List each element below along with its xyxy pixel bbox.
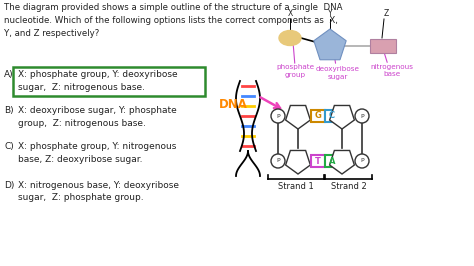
Text: DNA: DNA: [219, 98, 247, 110]
Text: P: P: [360, 159, 364, 164]
Text: Strand 2: Strand 2: [331, 182, 366, 191]
Text: X: phosphate group, Y: deoxyribose
sugar,  Z: nitrogenous base.: X: phosphate group, Y: deoxyribose sugar…: [18, 70, 178, 92]
Polygon shape: [329, 151, 355, 174]
Text: A): A): [4, 70, 14, 79]
Text: X: phosphate group, Y: nitrogenous
base, Z: deoxyribose sugar.: X: phosphate group, Y: nitrogenous base,…: [18, 142, 176, 164]
Polygon shape: [286, 151, 310, 174]
Text: The diagram provided shows a simple outline of the structure of a single  DNA
nu: The diagram provided shows a simple outl…: [4, 3, 343, 38]
Text: deoxyribose
sugar: deoxyribose sugar: [316, 66, 360, 80]
Text: C): C): [4, 142, 14, 151]
FancyBboxPatch shape: [370, 39, 396, 53]
Text: D): D): [4, 181, 14, 190]
Text: P: P: [360, 114, 364, 118]
Text: phosphate
group: phosphate group: [276, 64, 314, 77]
Text: A: A: [329, 156, 335, 165]
Text: Y: Y: [328, 9, 332, 18]
Text: B): B): [4, 106, 14, 115]
Text: Strand 1: Strand 1: [278, 182, 314, 191]
FancyBboxPatch shape: [311, 110, 325, 122]
Text: P: P: [276, 114, 280, 118]
Text: C: C: [329, 111, 335, 120]
Text: nitrogenous
base: nitrogenous base: [371, 64, 413, 77]
Ellipse shape: [279, 31, 301, 45]
FancyBboxPatch shape: [325, 155, 339, 167]
Text: P: P: [276, 159, 280, 164]
Circle shape: [271, 109, 285, 123]
Polygon shape: [286, 106, 310, 129]
FancyBboxPatch shape: [325, 110, 339, 122]
Text: G: G: [315, 111, 321, 120]
FancyBboxPatch shape: [311, 155, 325, 167]
Text: X: X: [287, 9, 292, 18]
Circle shape: [355, 154, 369, 168]
Text: Z: Z: [383, 9, 389, 18]
Circle shape: [355, 109, 369, 123]
Text: X: nitrogenous base, Y: deoxyribose
sugar,  Z: phosphate group.: X: nitrogenous base, Y: deoxyribose suga…: [18, 181, 179, 202]
Polygon shape: [314, 29, 346, 60]
Text: X: deoxyribose sugar, Y: phosphate
group,  Z: nitrogenous base.: X: deoxyribose sugar, Y: phosphate group…: [18, 106, 177, 127]
Text: T: T: [315, 156, 321, 165]
Circle shape: [271, 154, 285, 168]
Polygon shape: [329, 106, 355, 129]
